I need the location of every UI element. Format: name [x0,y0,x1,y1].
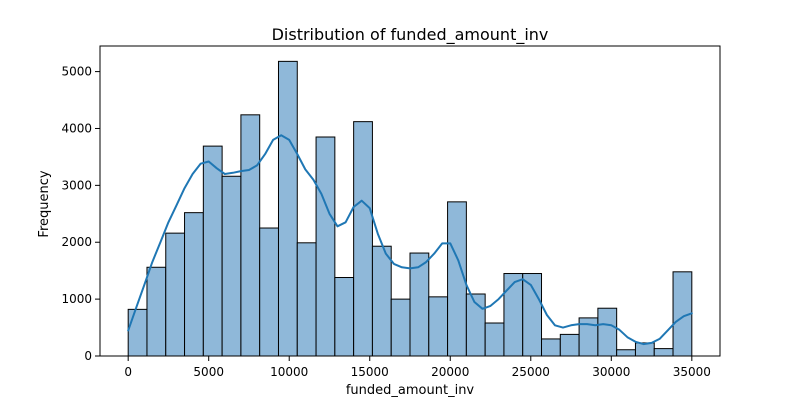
histogram-bar [541,338,561,357]
x-tick-label: 20000 [431,365,469,379]
bars-layer [127,60,693,357]
histogram-bar [503,273,524,357]
x-tick-label: 5000 [193,365,224,379]
x-tick-label: 15000 [351,365,389,379]
x-tick-label: 30000 [592,365,630,379]
y-axis-label: Frequency [37,170,52,237]
y-tick-label: 0 [84,349,92,363]
histogram-bar [428,296,449,357]
histogram-bar [334,277,355,357]
histogram-bar [315,136,336,357]
histogram-bar [390,298,411,357]
axes-layer: 0 5000 10000 15000 20000 25000 30000 35000 0 1000… [61,45,721,379]
x-axis-label: funded_amount_inv [346,383,475,398]
histogram-bar [165,232,186,357]
histogram-bar [559,333,580,357]
histogram-bar [259,227,279,357]
histogram-bar [240,114,261,357]
y-tick-label: 5000 [61,65,92,79]
x-tick-label: 10000 [270,365,308,379]
histogram-bar [616,349,636,357]
plot-frame [99,45,721,357]
histogram-bar [353,121,373,357]
histogram-bar [184,212,204,357]
x-tick-label: 25000 [512,365,550,379]
y-tick-label: 2000 [61,235,92,249]
histogram-bar [146,266,167,357]
y-tick-label: 1000 [61,292,92,306]
histogram-bar [371,245,392,357]
x-tick-label: 0 [124,365,132,379]
y-tick-label: 3000 [61,178,92,192]
histogram-bar [296,242,317,357]
histogram-bar [597,307,618,357]
histogram-bar [202,145,223,357]
x-tick-label: 35000 [673,365,711,379]
histogram-bar [484,322,505,357]
histogram-bar [653,348,674,357]
histogram-bar [277,60,298,357]
kde-layer [127,134,693,346]
kde-curve [127,134,693,346]
chart-title: Distribution of funded_amount_inv [272,25,549,45]
histogram-bar [221,175,242,357]
histogram-bar [127,308,148,357]
y-tick-label: 4000 [61,121,92,135]
